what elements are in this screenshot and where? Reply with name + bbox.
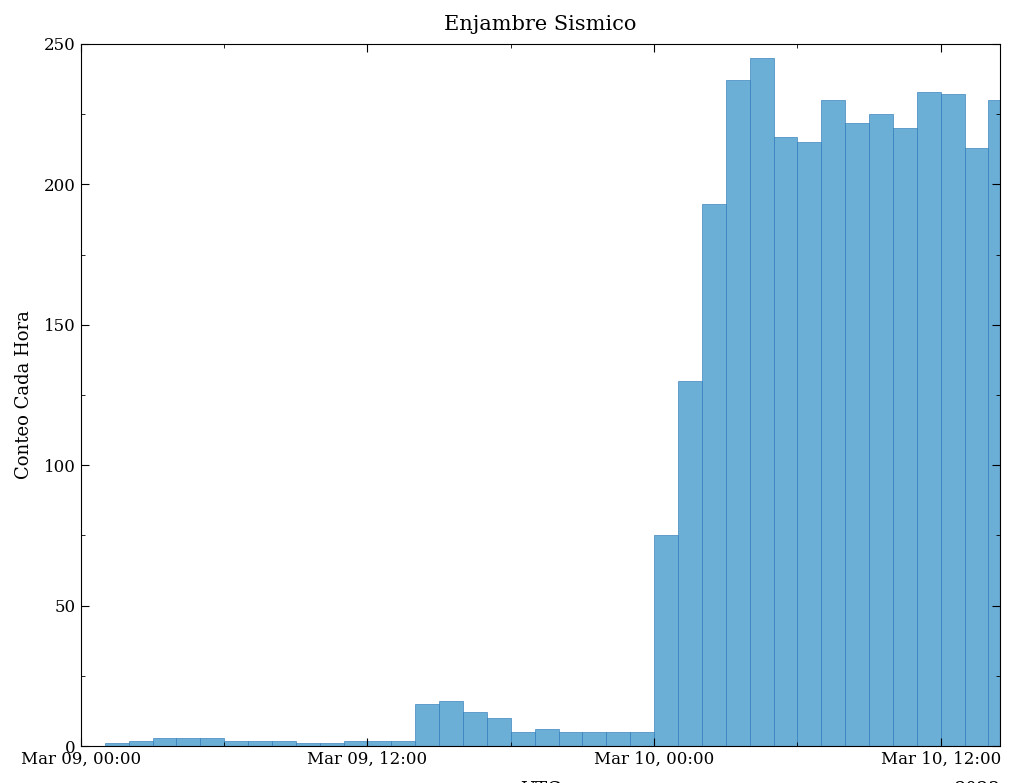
Bar [535,729,558,746]
Bar [916,92,941,746]
Bar [153,738,176,746]
Bar [606,732,630,746]
Bar [558,732,583,746]
Bar [319,743,344,746]
Bar [224,741,248,746]
Bar [726,81,750,746]
Bar [798,143,821,746]
Bar [486,718,511,746]
Bar [201,738,224,746]
Text: 2023: 2023 [954,781,1000,783]
Bar [965,148,988,746]
Bar [463,713,486,746]
Title: Enjambre Sismico: Enjambre Sismico [444,15,637,34]
Bar [701,204,726,746]
Bar [1013,106,1024,746]
Bar [272,741,296,746]
Bar [368,741,391,746]
Bar [845,123,869,746]
Bar [248,741,272,746]
Bar [869,114,893,746]
Bar [439,702,463,746]
Bar [821,100,845,746]
Text: UTC: UTC [520,781,561,783]
Bar [773,136,798,746]
Bar [893,128,916,746]
Bar [104,743,129,746]
Bar [296,743,319,746]
Bar [988,100,1013,746]
Bar [630,732,654,746]
Bar [941,95,965,746]
Bar [750,58,773,746]
Bar [391,741,416,746]
Bar [511,732,535,746]
Bar [583,732,606,746]
Bar [344,741,368,746]
Bar [678,381,701,746]
Bar [416,704,439,746]
Bar [129,741,153,746]
Bar [176,738,201,746]
Y-axis label: Conteo Cada Hora: Conteo Cada Hora [15,311,33,479]
Bar [654,536,678,746]
